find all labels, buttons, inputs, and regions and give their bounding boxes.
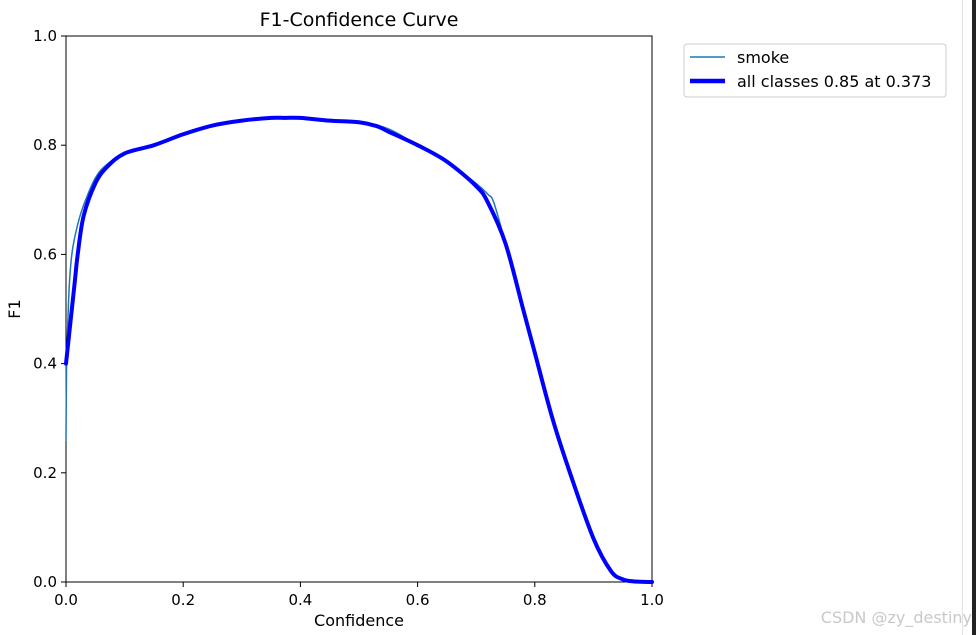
right-edge-divider xyxy=(962,0,963,635)
y-tick-label: 0.4 xyxy=(33,355,57,373)
y-tick-label: 0.8 xyxy=(33,136,57,154)
x-tick-label: 0.2 xyxy=(171,591,195,609)
legend-label-all-classes: all classes 0.85 at 0.373 xyxy=(737,72,931,91)
legend-box xyxy=(683,43,947,98)
y-tick-label: 0.2 xyxy=(33,464,57,482)
watermark: CSDN @zy_destiny xyxy=(820,608,972,627)
plot-area xyxy=(65,35,653,583)
y-axis-ticks: 0.0 0.2 0.4 0.6 0.8 1.0 xyxy=(33,27,66,591)
x-tick-label: 0.4 xyxy=(288,591,312,609)
plot-frame xyxy=(65,35,653,583)
x-tick-label: 1.0 xyxy=(640,591,664,609)
y-tick-label: 0.6 xyxy=(33,245,57,263)
x-axis-label: Confidence xyxy=(314,611,404,630)
x-tick-label: 0.0 xyxy=(54,591,78,609)
series-line-all-classes xyxy=(64,115,654,584)
right-edge-border xyxy=(972,0,976,635)
y-tick-label: 1.0 xyxy=(33,27,57,45)
x-axis-ticks: 0.0 0.2 0.4 0.6 0.8 1.0 xyxy=(54,582,664,609)
y-axis-label: F1 xyxy=(5,299,24,318)
x-tick-label: 0.8 xyxy=(523,591,547,609)
x-tick-label: 0.6 xyxy=(406,591,430,609)
series-layer xyxy=(64,115,654,584)
y-tick-label: 0.0 xyxy=(33,573,57,591)
chart-title: F1-Confidence Curve xyxy=(260,9,459,31)
legend-label-smoke: smoke xyxy=(737,48,789,67)
legend: smoke all classes 0.85 at 0.373 xyxy=(683,43,947,98)
